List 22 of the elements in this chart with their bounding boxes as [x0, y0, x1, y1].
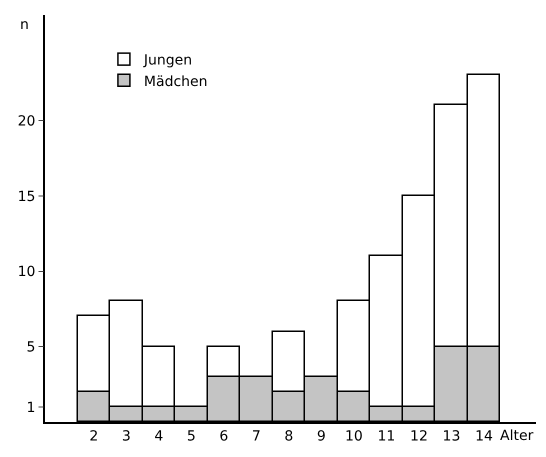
x-tick-label: 5: [186, 428, 196, 445]
x-axis-title: Alter: [500, 428, 534, 444]
y-tick-label: 1: [26, 400, 36, 416]
y-axis-title: n: [20, 17, 29, 33]
y-tick-label: 5: [26, 340, 36, 356]
y-tick-label: 10: [18, 264, 36, 280]
x-tick-label: 10: [344, 428, 363, 445]
y-tick-label: 15: [18, 188, 36, 205]
x-tick-label: 7: [252, 428, 261, 445]
x-tick-label: 4: [154, 428, 164, 445]
x-tick-label: 11: [378, 428, 396, 445]
legend-label: Mädchen: [144, 74, 208, 90]
x-tick-label: 9: [316, 428, 326, 445]
x-tick-label: 14: [475, 428, 493, 445]
y-tick-label: 20: [18, 113, 36, 130]
x-tick-label: 12: [410, 428, 428, 445]
x-tick-label: 13: [442, 428, 460, 445]
legend-label: Jungen: [142, 52, 192, 69]
x-tick-label: 6: [219, 428, 228, 445]
x-tick-label: 2: [89, 428, 98, 445]
x-tick-label: 8: [284, 428, 294, 445]
x-tick-label: 3: [122, 428, 131, 445]
